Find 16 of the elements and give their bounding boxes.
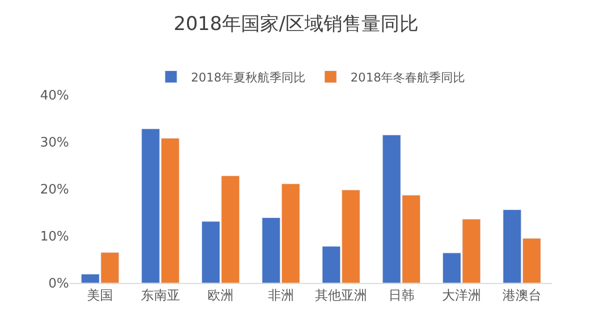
- y-tick-label: 0%: [48, 276, 69, 292]
- chart-title: 2018年国家/区域销售量同比: [174, 12, 418, 35]
- legend-label: 2018年夏秋航季同比: [191, 70, 306, 84]
- legend-label: 2018年冬春航季同比: [350, 70, 466, 84]
- x-tick-label: 东南亚: [140, 288, 180, 304]
- x-tick-label: 非洲: [268, 288, 294, 304]
- x-tick-label: 美国: [87, 288, 114, 304]
- x-tick-label: 日韩: [388, 288, 414, 304]
- y-tick-label: 20%: [40, 182, 69, 198]
- x-tick-label: 欧洲: [208, 288, 234, 304]
- x-tick-label: 港澳台: [502, 288, 542, 304]
- y-tick-label: 40%: [40, 88, 69, 104]
- x-tick-label: 大洋洲: [442, 288, 482, 304]
- y-tick-label: 10%: [40, 230, 69, 245]
- x-tick-label: 其他亚洲: [315, 288, 368, 304]
- y-tick-label: 30%: [40, 136, 69, 151]
